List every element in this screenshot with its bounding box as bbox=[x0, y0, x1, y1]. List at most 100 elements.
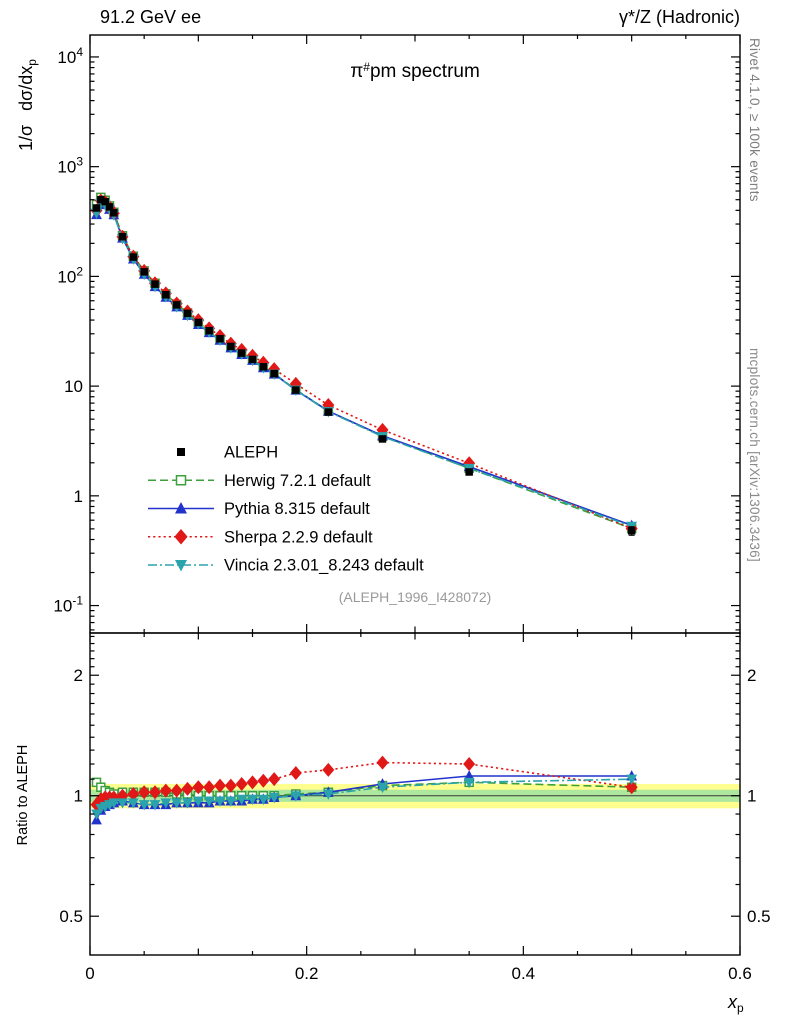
marker-triangle-down bbox=[322, 789, 334, 800]
marker-diamond bbox=[322, 762, 335, 777]
marker-square bbox=[105, 203, 114, 211]
mcplots-reference-note: mcplots.cern.ch [arXiv:1306.3436] bbox=[747, 348, 762, 563]
legend-label: Sherpa 2.2.9 default bbox=[224, 528, 373, 546]
marker-triangle-down bbox=[175, 560, 187, 572]
marker-triangle-down bbox=[117, 798, 128, 809]
marker-diamond bbox=[224, 778, 237, 793]
svg-text:103: 103 bbox=[57, 155, 83, 177]
marker-diamond bbox=[257, 773, 270, 788]
marker-triangle-down bbox=[247, 794, 258, 806]
series-aleph-data bbox=[92, 195, 636, 536]
marker-triangle-down bbox=[171, 798, 183, 809]
svg-text:0.5: 0.5 bbox=[747, 907, 771, 926]
marker-triangle-down bbox=[91, 809, 102, 820]
legend-label: ALEPH bbox=[224, 444, 278, 462]
marker-triangle-down bbox=[377, 782, 388, 794]
marker-diamond bbox=[235, 776, 248, 791]
marker-square bbox=[205, 326, 213, 335]
marker-square bbox=[248, 355, 257, 364]
marker-square bbox=[110, 209, 118, 217]
legend-label: Herwig 7.2.1 default bbox=[224, 472, 371, 490]
marker-square bbox=[465, 468, 473, 476]
marker-square bbox=[101, 197, 109, 206]
legend-label: Vincia 2.3.01_8.243 default bbox=[224, 557, 424, 575]
svg-text:1: 1 bbox=[74, 787, 83, 806]
marker-square bbox=[270, 369, 278, 378]
marker-square bbox=[172, 301, 181, 309]
marker-triangle-down bbox=[290, 791, 302, 802]
marker-triangle-down bbox=[225, 796, 237, 807]
marker-triangle-down bbox=[138, 800, 150, 811]
legend-item: ALEPH bbox=[177, 444, 278, 462]
plot-title-sup: # bbox=[363, 60, 370, 74]
marker-diamond bbox=[170, 783, 183, 798]
marker-square bbox=[183, 309, 192, 318]
svg-text:0: 0 bbox=[85, 964, 94, 983]
marker-diamond bbox=[246, 775, 259, 790]
marker-triangle-down bbox=[192, 796, 204, 807]
marker-triangle-down bbox=[257, 794, 269, 806]
legend-item: Sherpa 2.2.9 default bbox=[148, 528, 373, 546]
panel-frames bbox=[89, 34, 741, 956]
marker-diamond bbox=[463, 757, 476, 772]
marker-square bbox=[227, 342, 235, 351]
svg-text:104: 104 bbox=[57, 45, 83, 67]
marker-triangle-down bbox=[463, 777, 475, 789]
axis-tick-labels: 0 0.2 0.4 0.6 10-1 1 10 102 103 104 0.5 0.5 1 1 2 2 bbox=[53, 45, 770, 983]
svg-text:2: 2 bbox=[747, 666, 756, 685]
process-label: γ*/Z (Hadronic) bbox=[618, 7, 740, 27]
marker-diamond bbox=[149, 785, 161, 800]
svg-text:0.4: 0.4 bbox=[512, 964, 536, 983]
legend-label: Pythia 8.315 default bbox=[224, 500, 370, 518]
marker-square bbox=[259, 363, 268, 371]
svg-text:10-1: 10-1 bbox=[53, 594, 83, 616]
marker-triangle-down bbox=[108, 798, 120, 809]
marker-diamond bbox=[203, 780, 216, 795]
marker-square bbox=[194, 318, 203, 327]
marker-triangle-down bbox=[149, 800, 161, 811]
x-axis-title: xp bbox=[728, 992, 744, 1015]
marker-square bbox=[140, 268, 148, 276]
marker-triangle-up bbox=[175, 502, 187, 514]
ratio-axis-title: Ratio to ALEPH bbox=[15, 744, 31, 846]
marker-diamond bbox=[181, 781, 194, 796]
marker-square bbox=[129, 253, 138, 261]
svg-text:1: 1 bbox=[747, 787, 756, 806]
analysis-id-watermark: (ALEPH_1996_I428072) bbox=[338, 589, 492, 605]
legend-item: Vincia 2.3.01_8.243 default bbox=[148, 557, 424, 575]
marker-diamond bbox=[192, 780, 205, 795]
y-axis-title: 1/σdσ/dxp bbox=[16, 59, 39, 151]
marker-diamond bbox=[214, 778, 226, 793]
marker-square bbox=[324, 408, 333, 416]
marker-triangle-down bbox=[626, 774, 638, 786]
marker-diamond bbox=[289, 765, 302, 780]
svg-text:0.6: 0.6 bbox=[728, 964, 752, 983]
marker-triangle-down bbox=[236, 794, 248, 806]
marker-triangle-down bbox=[160, 798, 172, 809]
marker-square bbox=[237, 349, 246, 357]
marker-diamond bbox=[625, 780, 638, 795]
marker-diamond bbox=[268, 772, 281, 787]
plot-title-prefix: π bbox=[350, 61, 364, 82]
svg-text:0.5: 0.5 bbox=[59, 907, 83, 926]
svg-text:102: 102 bbox=[57, 264, 83, 286]
beam-energy-label: 91.2 GeV ee bbox=[100, 7, 202, 27]
plot-title-rest: pm spectrum bbox=[369, 61, 480, 82]
axis-ticks bbox=[89, 35, 741, 955]
plot-title: π#pm spectrum bbox=[350, 60, 480, 83]
marker-triangle-down bbox=[214, 796, 226, 807]
marker-diamond bbox=[376, 755, 389, 770]
marker-square bbox=[162, 291, 170, 299]
marker-square bbox=[378, 435, 387, 443]
marker-square bbox=[97, 195, 105, 204]
marker-square-open bbox=[175, 475, 187, 486]
legend: ALEPH Herwig 7.2.1 default Pythia 8.315 de… bbox=[148, 444, 424, 575]
marker-square bbox=[151, 280, 159, 288]
legend-item: Pythia 8.315 default bbox=[148, 500, 370, 518]
marker-square bbox=[627, 527, 636, 535]
marker-diamond bbox=[159, 783, 172, 798]
svg-text:2: 2 bbox=[74, 666, 83, 685]
marker-square bbox=[216, 335, 224, 343]
